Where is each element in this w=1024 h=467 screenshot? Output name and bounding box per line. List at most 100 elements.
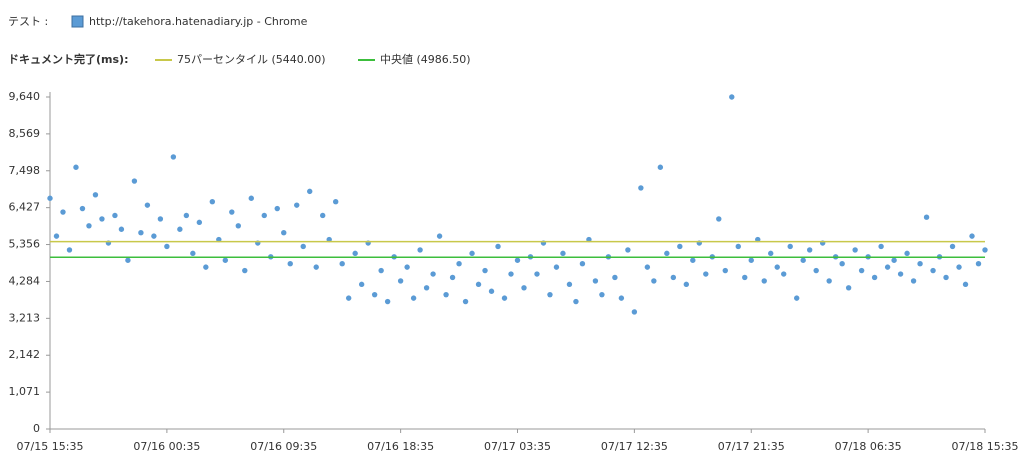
data-point — [501, 295, 508, 301]
data-point — [339, 260, 345, 267]
data-point — [742, 274, 748, 281]
y-tick-label: 0 — [33, 422, 40, 435]
x-tick-label: 07/16 09:35 — [250, 440, 317, 453]
data-point — [852, 247, 858, 253]
data-point — [384, 298, 391, 305]
y-tick-label: 6,427 — [9, 201, 41, 214]
data-point — [332, 198, 339, 205]
y-tick-label: 4,284 — [9, 274, 41, 287]
data-point — [748, 257, 754, 263]
y-tick-label: 3,213 — [9, 311, 41, 324]
data-point — [462, 298, 469, 305]
data-point — [599, 291, 605, 298]
data-point — [209, 198, 216, 205]
data-point — [534, 271, 540, 277]
data-point — [443, 291, 449, 298]
data-point — [307, 188, 313, 195]
data-point — [547, 291, 553, 298]
data-point — [949, 243, 956, 250]
y-tick-label: 1,071 — [9, 385, 41, 398]
data-point — [47, 195, 53, 201]
data-point — [625, 247, 631, 253]
data-point — [488, 288, 495, 294]
data-point — [975, 260, 982, 267]
data-point — [358, 281, 365, 288]
data-point — [806, 247, 813, 253]
y-tick-label: 2,142 — [9, 348, 41, 361]
data-point — [281, 229, 287, 236]
data-point — [683, 281, 690, 288]
data-point — [112, 212, 118, 219]
data-point — [449, 274, 456, 281]
data-point — [469, 250, 475, 257]
data-point — [242, 267, 248, 274]
x-tick-label: 07/16 00:35 — [133, 440, 200, 453]
data-point — [294, 202, 300, 208]
y-tick-label: 9,640 — [9, 90, 41, 103]
data-point — [410, 295, 417, 301]
data-point — [287, 260, 293, 267]
data-point — [436, 233, 443, 239]
data-point — [612, 274, 618, 281]
data-point — [566, 281, 573, 288]
data-point — [151, 233, 157, 239]
data-point — [157, 216, 164, 222]
data-point — [521, 285, 527, 291]
data-point — [897, 271, 904, 277]
data-point — [190, 250, 196, 257]
x-tick-label: 07/17 12:35 — [601, 440, 668, 453]
data-point — [794, 295, 800, 301]
data-point — [235, 223, 241, 229]
data-point — [904, 250, 910, 257]
data-point — [553, 264, 560, 270]
data-point — [352, 250, 358, 257]
data-point — [716, 216, 722, 222]
y-tick-label: 5,356 — [9, 238, 41, 251]
data-point — [514, 257, 521, 263]
data-point — [183, 212, 190, 219]
data-point — [53, 233, 60, 239]
data-point — [274, 205, 280, 212]
data-point — [774, 264, 780, 270]
data-point — [735, 243, 741, 250]
data-point — [878, 243, 884, 250]
data-point — [320, 212, 326, 219]
data-point — [60, 209, 66, 215]
data-point — [579, 260, 586, 267]
data-point — [125, 257, 131, 263]
data-point — [475, 281, 482, 288]
data-point — [592, 278, 599, 284]
data-point — [858, 267, 865, 274]
data-point — [417, 247, 423, 253]
test-label: テスト : — [8, 15, 48, 28]
data-point — [729, 94, 735, 100]
data-point — [177, 226, 183, 232]
data-point — [300, 243, 306, 250]
data-point — [203, 264, 209, 270]
data-point — [982, 247, 988, 253]
metric-label: ドキュメント完了(ms): — [8, 52, 128, 66]
data-point — [677, 243, 683, 250]
data-point — [371, 291, 378, 298]
data-point — [871, 274, 878, 281]
data-point — [508, 271, 514, 277]
data-point — [787, 243, 793, 250]
data-point — [768, 250, 774, 257]
data-point — [261, 212, 267, 219]
data-point — [800, 257, 806, 263]
data-point — [703, 271, 709, 277]
data-point — [345, 295, 352, 301]
data-point — [138, 229, 144, 236]
x-tick-label: 07/17 03:35 — [484, 440, 551, 453]
data-point — [495, 243, 501, 250]
data-point — [631, 309, 638, 315]
x-tick-label: 07/16 18:35 — [367, 440, 434, 453]
data-point — [962, 281, 969, 288]
data-point — [456, 260, 462, 267]
data-point — [423, 285, 430, 291]
data-point — [79, 205, 86, 212]
data-point — [66, 247, 73, 253]
data-point — [826, 278, 832, 284]
data-point — [917, 260, 923, 267]
x-tick-label: 07/17 21:35 — [718, 440, 785, 453]
